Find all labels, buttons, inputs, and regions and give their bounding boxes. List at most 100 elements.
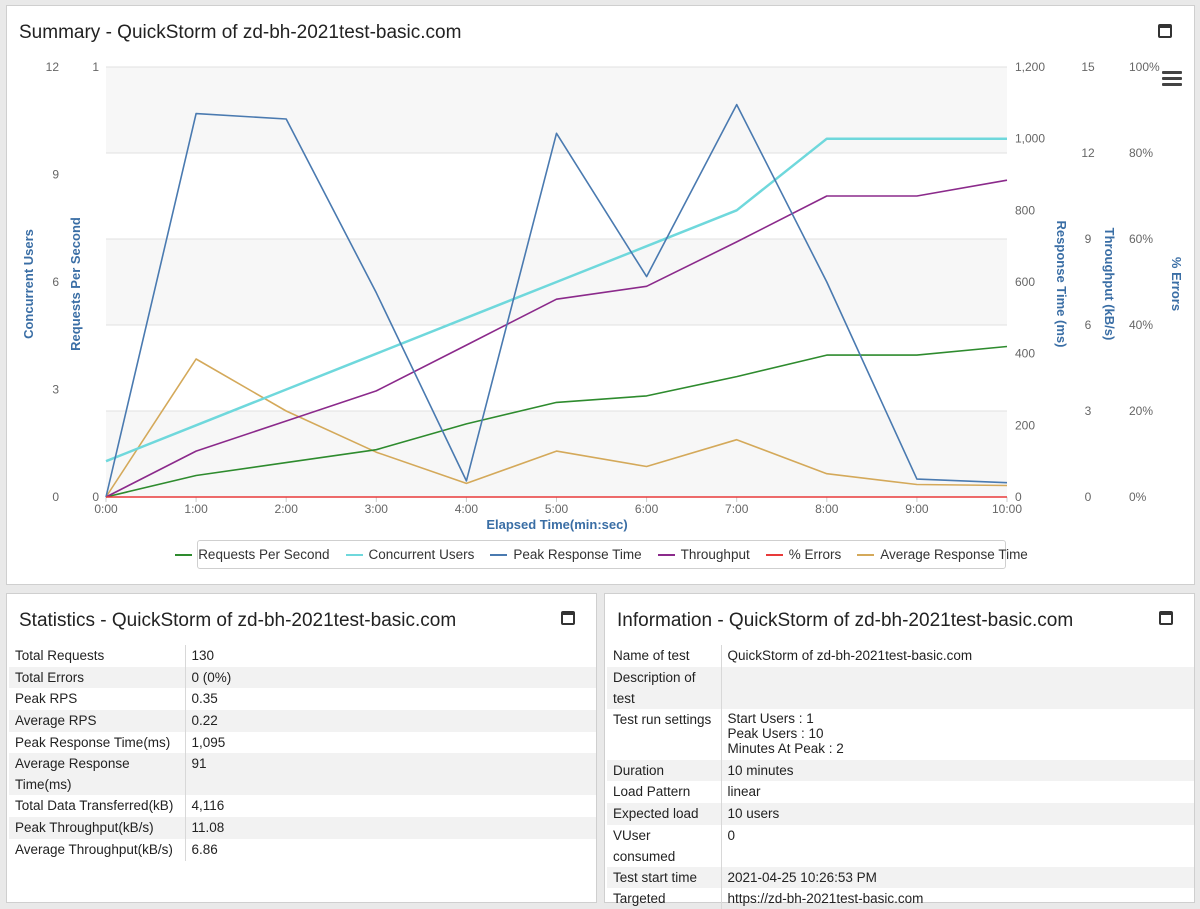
window-icon[interactable]: [1159, 611, 1173, 625]
row-value: 130: [191, 648, 215, 663]
row-value: 10 users: [721, 803, 1194, 825]
response-time-tick: 1,000: [1015, 132, 1045, 146]
throughput-tick: 3: [1085, 404, 1092, 418]
legend-label: Throughput: [680, 547, 750, 562]
row-value: linear: [727, 784, 761, 800]
concurrent-users-tick: 3: [52, 383, 59, 397]
response-time-tick: 600: [1015, 275, 1035, 289]
response-time-axis-label: Response Time (ms): [1054, 221, 1069, 348]
row-key: Total Requests: [9, 645, 186, 667]
row-value: 0 (0%): [185, 666, 596, 689]
legend-label: % Errors: [788, 547, 842, 562]
window-icon[interactable]: [1158, 24, 1172, 38]
row-value: 6.86: [191, 841, 218, 857]
throughput-tick: 0: [1085, 490, 1092, 504]
table-row: Total Data Transferred(kB) 4,116: [9, 795, 596, 818]
errors-tick: 20%: [1129, 404, 1153, 418]
legend-item[interactable]: Requests Per Second: [175, 547, 330, 562]
x-tick-label: 9:00: [905, 502, 929, 516]
table-row: Total Requests 130: [9, 645, 596, 667]
response-time-tick: 0: [1015, 490, 1022, 504]
chart-menu-icon[interactable]: [1162, 71, 1182, 87]
plot-band: [106, 411, 1007, 497]
row-value: https://zd-bh-2021test-basic.com: [727, 891, 924, 907]
legend-label: Concurrent Users: [368, 547, 475, 562]
concurrent-users-tick: 9: [52, 168, 59, 182]
throughput-tick: 6: [1085, 318, 1092, 332]
x-tick-label: 10:00: [992, 502, 1022, 516]
legend-item[interactable]: % Errors: [765, 547, 842, 562]
x-tick-label: 8:00: [815, 502, 839, 516]
legend-item[interactable]: Peak Response Time: [490, 547, 642, 562]
table-row: VUser consumed 0: [607, 824, 1194, 867]
legend-item[interactable]: Concurrent Users: [345, 547, 475, 562]
table-row: Average RPS 0.22: [9, 710, 596, 732]
table-row: Duration 10 minutes: [607, 759, 1194, 782]
legend-swatch: [345, 553, 363, 556]
legend-label: Requests Per Second: [198, 547, 330, 562]
statistics-title: Statistics - QuickStorm of zd-bh-2021tes…: [19, 610, 457, 631]
series-line-concurrent-users: [105, 137, 1007, 463]
series-line-peak-response-time: [105, 103, 1008, 498]
statistics-table: Total Requests 130 Total Errors 0 (0%) Peak …: [9, 645, 596, 861]
statistics-panel: Statistics - QuickStorm of zd-bh-2021tes…: [6, 593, 597, 903]
table-row: Test run settings Start Users : 1 Peak Use…: [607, 708, 1194, 760]
x-tick-label: 1:00: [184, 502, 208, 516]
x-tick-label: 5:00: [545, 502, 569, 516]
row-value: 0.22: [185, 710, 596, 732]
table-row: Total Errors 0 (0%): [9, 666, 596, 689]
row-key: VUser consumed: [607, 824, 722, 867]
row-value: Start Users : 1 Peak Users : 10 Minutes At…: [721, 709, 1194, 760]
row-key: Test start time: [607, 866, 722, 889]
row-key: Average Response Time(ms): [9, 753, 186, 796]
errors-tick: 100%: [1129, 60, 1160, 74]
row-key: Duration: [607, 759, 722, 782]
legend-item[interactable]: Throughput: [657, 547, 750, 562]
row-value-line: Start Users : 1: [727, 710, 814, 726]
errors-axis-label: % Errors: [1169, 257, 1184, 311]
legend-label: Peak Response Time: [513, 547, 642, 562]
row-key: Total Data Transferred(kB): [9, 795, 186, 818]
table-row: Average Throughput(kB/s) 6.86: [9, 838, 596, 861]
window-icon[interactable]: [561, 611, 575, 625]
errors-tick: 40%: [1129, 318, 1153, 332]
row-key: Test run settings: [607, 708, 722, 760]
errors-tick: 80%: [1129, 146, 1153, 160]
table-row: Targeted Servers https://zd-bh-2021test-b…: [607, 888, 1194, 909]
legend-item[interactable]: Average Response Time: [857, 547, 1028, 562]
information-panel: Information - QuickStorm of zd-bh-2021te…: [604, 593, 1195, 909]
table-row: Peak Throughput(kB/s) 11.08: [9, 817, 596, 839]
x-tick-label: 3:00: [365, 502, 389, 516]
row-value: 2021-04-25 10:26:53 PM: [721, 866, 1194, 889]
legend-swatch: [657, 553, 675, 556]
series-line-throughput: [105, 179, 1008, 498]
response-time-tick: 800: [1015, 203, 1035, 217]
summary-chart: 0:00 1:00 2:00 3:00 4:00 5:00 6:00 7:00 8:00 9:00…: [21, 60, 1184, 532]
row-key: Description of test: [607, 666, 722, 709]
rps-axis-label: Requests Per Second: [68, 217, 83, 351]
x-tick-label: 6:00: [635, 502, 659, 516]
table-row: Name of test QuickStorm of zd-bh-2021test…: [607, 645, 1194, 667]
throughput-tick: 15: [1081, 60, 1095, 74]
response-time-tick: 200: [1015, 418, 1035, 432]
legend-swatch: [765, 553, 783, 556]
summary-panel: Summary - QuickStorm of zd-bh-2021test-b…: [6, 5, 1195, 585]
errors-tick: 60%: [1129, 232, 1153, 246]
table-row: Peak Response Time(ms) 1,095: [9, 731, 596, 754]
x-tick-label: 0:00: [94, 502, 118, 516]
legend-swatch: [175, 553, 193, 556]
rps-tick: 0: [92, 490, 99, 504]
table-row: Average Response Time(ms) 91: [9, 753, 596, 796]
row-value-line: Peak Users : 10: [727, 725, 824, 741]
table-row: Test start time 2021-04-25 10:26:53 PM: [607, 866, 1194, 889]
series-line-requests-per-second: [105, 345, 1008, 498]
plot-band: [106, 67, 1007, 153]
row-value: 1,095: [191, 734, 226, 750]
row-value: 0.35: [191, 691, 218, 707]
row-key: Average RPS: [9, 710, 186, 732]
row-value: QuickStorm of zd-bh-2021test-basic.com: [727, 648, 973, 663]
response-time-tick: 1,200: [1015, 60, 1045, 74]
series-line-average-response-time: [105, 358, 1008, 498]
row-key: Load Pattern: [607, 781, 722, 804]
response-time-tick: 400: [1015, 347, 1035, 361]
